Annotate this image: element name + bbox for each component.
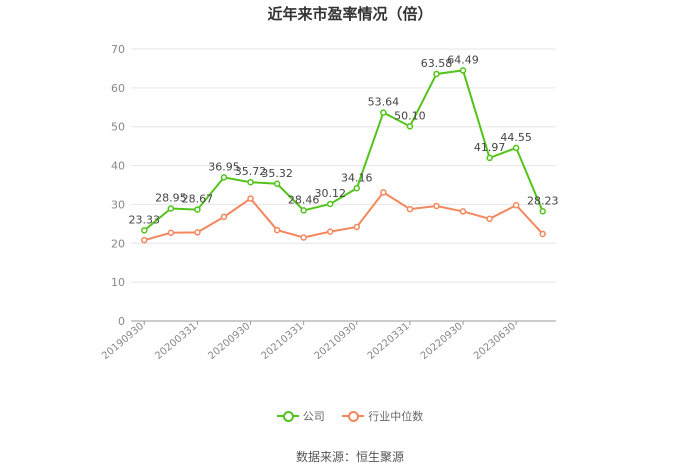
data-label: 50.10	[394, 109, 426, 122]
x-tick-label: 20220930	[419, 321, 465, 362]
data-point	[459, 208, 467, 215]
x-axis: 20190930 20200331 20200930 20210331 20210930…	[100, 320, 556, 362]
data-label: 35.32	[261, 167, 293, 180]
y-tick-label: 0	[118, 315, 125, 328]
data-point	[486, 215, 493, 223]
x-tick-label: 20200331	[153, 321, 199, 362]
data-point	[273, 226, 281, 234]
data-point	[539, 230, 546, 238]
x-tick-label: 20210331	[260, 321, 306, 362]
data-point	[300, 234, 307, 241]
data-label: 23.33	[129, 213, 161, 226]
legend-industry-label: 行业中位数	[368, 410, 424, 423]
x-tick-label: 20230630	[472, 321, 518, 362]
series-line	[144, 191, 544, 242]
x-tick-label: 20210930	[313, 321, 359, 362]
data-point	[512, 144, 520, 152]
data-point	[406, 205, 414, 213]
data-label: 28.95	[155, 192, 187, 205]
data-label: 63.58	[421, 57, 453, 70]
data-point	[539, 208, 546, 215]
data-point	[220, 213, 228, 221]
data-label: 53.64	[368, 96, 400, 109]
data-point	[194, 206, 201, 213]
data-point	[141, 227, 148, 234]
y-tick-label: 60	[111, 82, 125, 95]
data-point	[353, 185, 361, 192]
y-tick-label: 40	[111, 160, 125, 173]
data-point	[326, 200, 334, 208]
data-point	[406, 123, 414, 130]
y-tick-label: 70	[111, 43, 125, 56]
data-point	[380, 189, 387, 196]
legend-item-industry-median[interactable]: 行业中位数	[342, 408, 423, 424]
data-point	[353, 223, 361, 231]
data-label: 34.16	[341, 171, 373, 184]
data-point	[326, 228, 334, 235]
data-label: 44.55	[500, 131, 532, 144]
legend: 公司 行业中位数	[0, 408, 700, 425]
data-point	[194, 229, 201, 236]
data-point	[380, 109, 387, 116]
y-axis-ticks: 0 10 20 30 40 50 60 70	[111, 43, 125, 328]
chart-title: 近年来市盈率情况（倍）	[267, 5, 433, 23]
data-point	[512, 201, 520, 209]
data-point	[220, 174, 228, 181]
data-point	[300, 207, 307, 214]
y-tick-label: 50	[111, 121, 125, 134]
series-layer	[141, 67, 546, 244]
data-label: 41.97	[474, 141, 506, 154]
data-point	[486, 154, 493, 162]
data-point	[459, 67, 467, 74]
legend-item-company[interactable]: 公司	[276, 408, 325, 424]
x-tick-label: 20200930	[206, 321, 252, 362]
y-tick-label: 10	[111, 276, 125, 289]
legend-company-marker	[276, 410, 299, 422]
grid-lines	[131, 48, 556, 283]
data-point	[167, 229, 175, 237]
data-point	[247, 178, 254, 186]
series-line	[143, 69, 544, 232]
data-point	[247, 195, 254, 202]
data-label: 36.95	[208, 160, 240, 173]
data-point	[433, 70, 440, 78]
data-point	[141, 236, 148, 244]
x-tick-label: 20220331	[366, 321, 412, 362]
legend-industry-marker	[342, 410, 365, 422]
data-label: 30.12	[314, 187, 346, 200]
data-label: 28.23	[527, 194, 559, 207]
data-label: 64.49	[447, 53, 479, 66]
data-point	[433, 202, 440, 210]
data-source: 数据来源：恒生聚源	[295, 450, 404, 464]
y-tick-label: 30	[111, 198, 125, 211]
data-label: 35.72	[235, 165, 267, 178]
y-tick-label: 20	[111, 237, 125, 250]
data-label: 28.46	[288, 193, 320, 206]
data-point	[167, 205, 175, 212]
data-label: 28.67	[182, 193, 214, 206]
legend-company-label: 公司	[302, 410, 325, 423]
data-point	[273, 180, 281, 188]
